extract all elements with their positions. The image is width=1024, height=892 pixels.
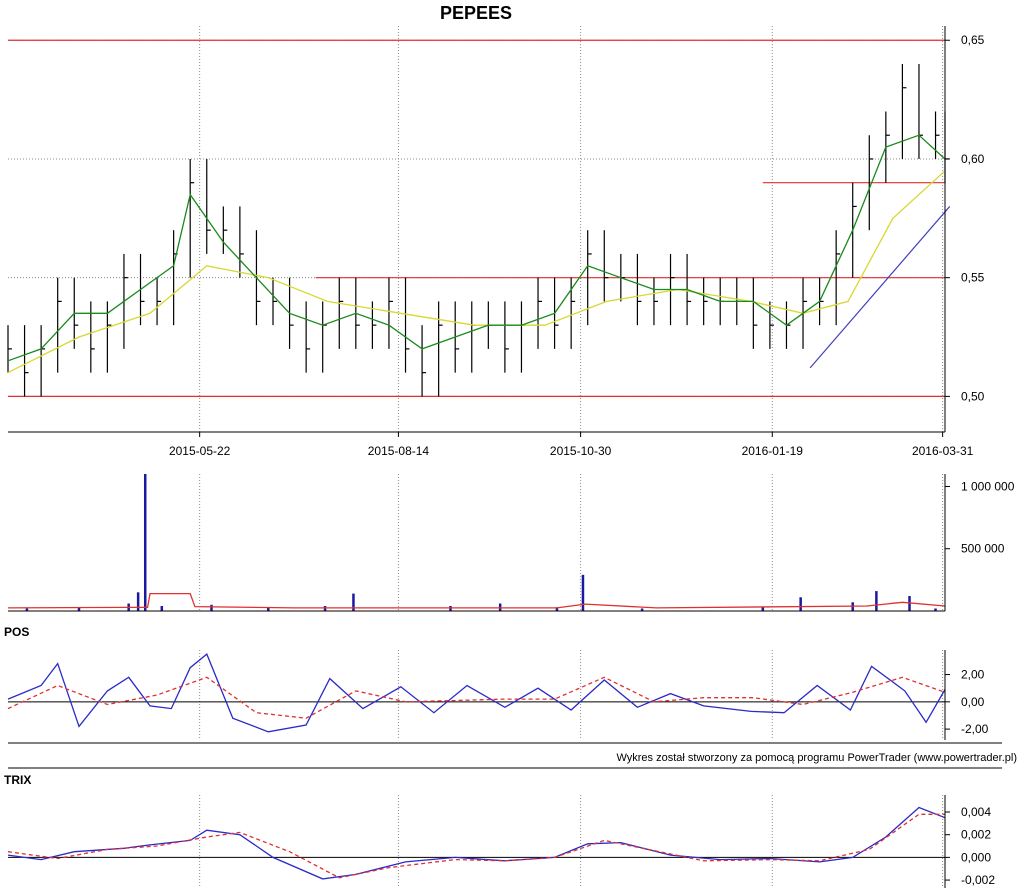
signal-line: [7, 676, 946, 719]
x-tick-label: 2015-08-14: [368, 444, 430, 458]
y-tick-label: 2,00: [961, 668, 985, 682]
y-tick-label: 0,002: [961, 828, 991, 842]
oscillator-line: [7, 806, 946, 880]
y-tick-label: 500 000: [961, 542, 1005, 556]
x-tick-label: 2016-03-31: [912, 444, 974, 458]
y-tick-label: 1 000 000: [961, 479, 1015, 493]
x-tick-label: 2016-01-19: [742, 444, 804, 458]
y-tick-label: -0,002: [961, 873, 995, 887]
trix-panel: TRIX -0,002 0,000 0,002 0,004: [4, 773, 995, 888]
volume-average-line: [7, 592, 946, 609]
volume-panel: 500 000 1 000 000: [7, 474, 1015, 612]
trix-label: TRIX: [4, 773, 31, 787]
signal-line: [7, 813, 945, 879]
y-tick-label: 0,00: [961, 695, 985, 709]
short-moving-average-line: [7, 134, 946, 362]
y-tick-label: 0,65: [961, 33, 985, 47]
x-tick-label: 2015-10-30: [550, 444, 612, 458]
pos-label: POS: [4, 625, 29, 639]
price-panel: 0,50 0,55 0,60 0,65 2015-05-22 2015-08-14 2015…: [7, 26, 985, 458]
y-tick-label: 0,55: [961, 271, 985, 285]
oscillator-line: [7, 653, 946, 733]
credit-text: Wykres został stworzony za pomocą progra…: [616, 752, 1017, 764]
trend-line: [809, 206, 951, 369]
y-tick-label: 0,50: [961, 389, 985, 403]
pos-panel: POS -2,00 0,00 2,00: [4, 625, 989, 740]
y-tick-label: 0,004: [961, 805, 991, 819]
x-tick-label: 2015-05-22: [169, 444, 231, 458]
y-tick-label: 0,60: [961, 152, 985, 166]
y-tick-label: -2,00: [961, 722, 989, 736]
chart-title: PEPEES: [440, 3, 512, 23]
y-tick-label: 0,000: [961, 850, 991, 864]
